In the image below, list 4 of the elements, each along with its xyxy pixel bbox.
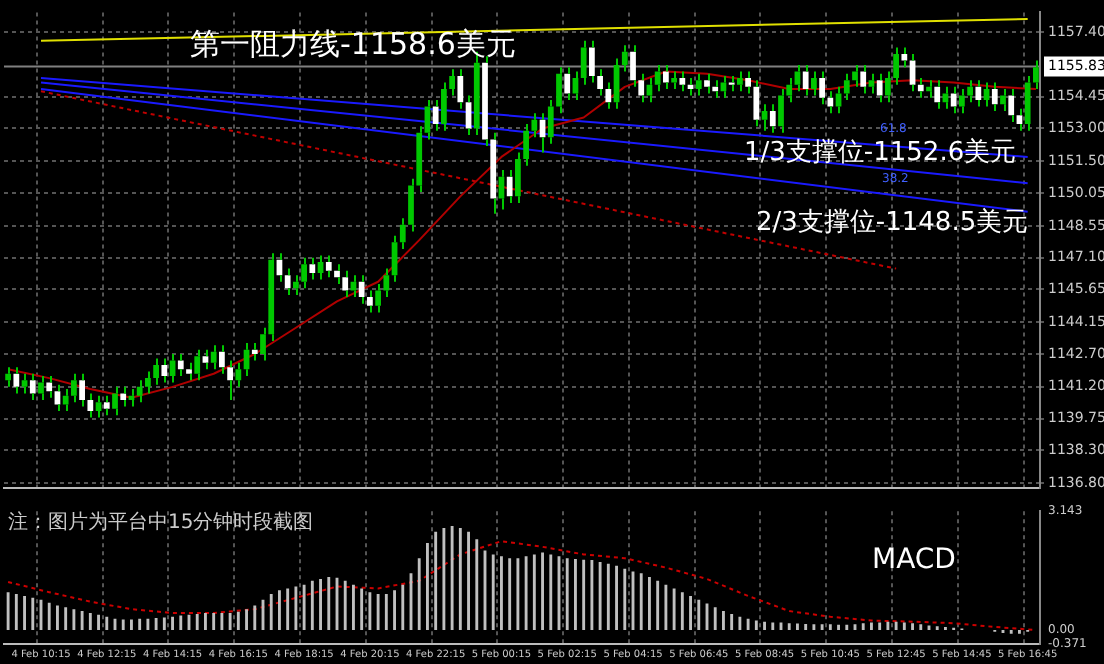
annotation: MACD [872, 544, 956, 576]
annotation: 2/3支撑位-1148.5美元 [756, 206, 1029, 238]
annotation: 第一阻力线-1158.6美元 [190, 26, 516, 62]
annotation: 注：图片为平台中15分钟时段截图 [8, 510, 314, 534]
